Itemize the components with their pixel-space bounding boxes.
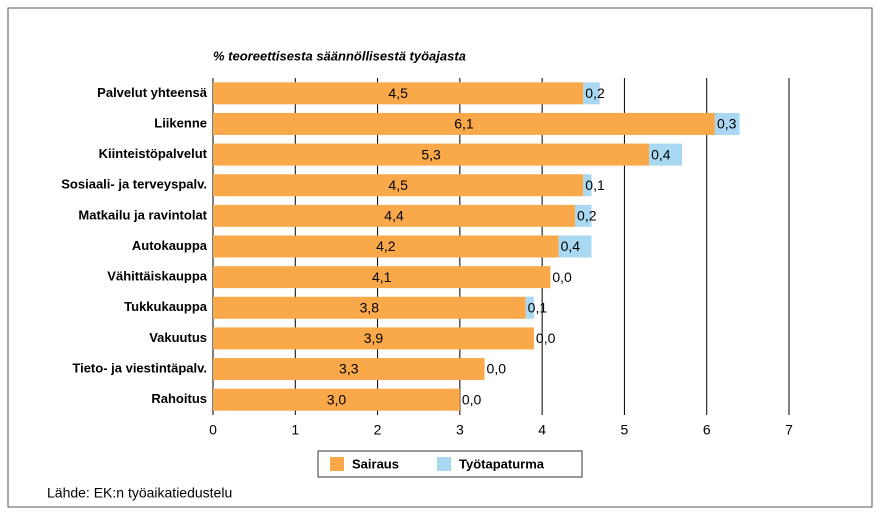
y-tick-label: Tieto- ja viestintäpalv. — [72, 360, 207, 375]
data-label: 0,0 — [462, 391, 482, 407]
data-label: 0,2 — [585, 85, 605, 101]
x-tick-label: 0 — [209, 422, 217, 438]
bar-segment — [213, 112, 715, 135]
y-tick-label: Sosiaali- ja terveyspalv. — [61, 177, 207, 192]
bar-segment — [558, 235, 592, 258]
bar-segment — [213, 266, 551, 289]
bar-segment — [213, 204, 576, 227]
x-tick-label: 5 — [621, 422, 629, 438]
data-label: 4,4 — [384, 208, 404, 224]
bar-segment — [575, 204, 592, 227]
data-label: 6,1 — [454, 116, 474, 132]
bar-segment — [583, 82, 600, 105]
y-tick-label: Palvelut yhteensä — [97, 85, 208, 100]
data-label: 3,9 — [364, 330, 384, 346]
data-label: 4,1 — [372, 269, 392, 285]
y-tick-label: Tukkukauppa — [124, 299, 208, 314]
data-label: 0,0 — [487, 361, 507, 377]
x-tick-label: 3 — [456, 422, 464, 438]
data-label: 4,5 — [388, 177, 408, 193]
data-label: 0,4 — [651, 146, 671, 162]
legend-label: Sairaus — [352, 456, 399, 471]
y-tick-label: Rahoitus — [151, 391, 207, 406]
data-label: 0,3 — [717, 116, 737, 132]
x-tick-label: 6 — [703, 422, 711, 438]
legend-box — [317, 450, 583, 478]
data-label: 4,5 — [388, 85, 408, 101]
bar-segment — [213, 327, 534, 350]
legend-swatch — [330, 457, 344, 471]
bar-segment — [213, 174, 584, 197]
bar-segment — [213, 388, 460, 411]
frame — [7, 7, 873, 508]
data-label: 5,3 — [421, 146, 441, 162]
source: Lähde: EK:n työaikatiedustelu — [47, 485, 232, 501]
data-label: 3,8 — [360, 299, 380, 315]
data-label: 3,0 — [327, 391, 347, 407]
data-label: 0,4 — [561, 238, 581, 254]
bar-segment — [213, 143, 650, 166]
x-tick-label: 7 — [785, 422, 793, 438]
bar-segment — [213, 358, 485, 381]
data-label: 0,0 — [536, 330, 556, 346]
y-tick-label: Vähittäiskauppa — [107, 269, 207, 284]
data-label: 0,1 — [585, 177, 605, 193]
bar-segment — [714, 112, 740, 135]
data-label: 0,2 — [577, 208, 597, 224]
data-label: 4,2 — [376, 238, 396, 254]
y-tick-label: Autokauppa — [132, 238, 208, 253]
x-tick-label: 2 — [374, 422, 382, 438]
bar-segment — [213, 235, 559, 258]
x-tick-label: 4 — [538, 422, 546, 438]
legend-swatch — [437, 457, 451, 471]
y-tick-label: Vakuutus — [149, 330, 207, 345]
y-tick-label: Matkailu ja ravintolat — [78, 207, 207, 222]
legend-label: Työtapaturma — [459, 456, 545, 471]
data-label: 0,0 — [552, 269, 572, 285]
bar-segment — [525, 296, 534, 319]
data-label: 3,3 — [339, 361, 359, 377]
bar-segment — [583, 174, 592, 197]
y-tick-label: Kiinteistöpalvelut — [99, 146, 208, 161]
bar-segment — [213, 296, 526, 319]
bar-segment — [213, 82, 584, 105]
data-label: 0,1 — [528, 299, 548, 315]
bar-segment — [649, 143, 683, 166]
y-tick-label: Liikenne — [154, 115, 207, 130]
x-tick-label: 1 — [291, 422, 299, 438]
chart-subtitle: % teoreettisesta säännöllisestä työajast… — [213, 48, 466, 63]
